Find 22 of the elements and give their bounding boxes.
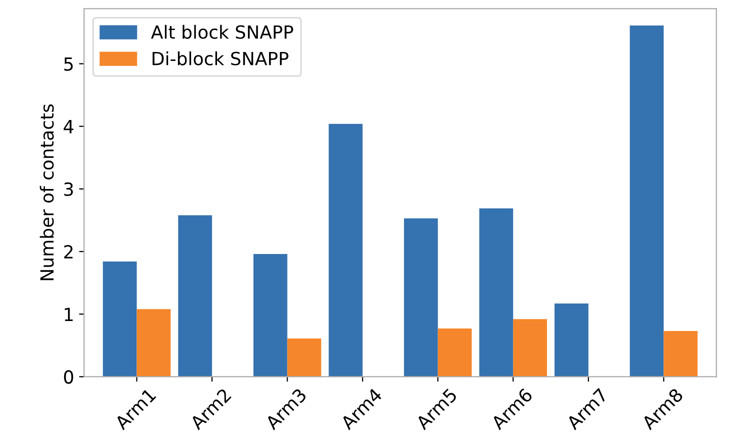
bar: [328, 124, 363, 377]
legend-label: Di-block SNAPP: [152, 51, 288, 66]
bar: [664, 331, 698, 377]
bar: [404, 218, 438, 377]
bar: [630, 26, 664, 377]
bar: [253, 254, 288, 377]
bar: [554, 303, 588, 377]
y-tick-label: 3: [64, 182, 73, 196]
bar: [136, 309, 171, 377]
bar: [438, 328, 472, 377]
y-tick-label: 1: [64, 308, 73, 321]
legend-label: Alt block SNAPP: [151, 24, 294, 39]
bar: [178, 215, 212, 377]
y-tick-label: 4: [64, 120, 74, 134]
bar: [479, 208, 514, 377]
bar: [102, 262, 137, 377]
y-axis-title: Number of contacts: [40, 104, 54, 280]
y-tick-label: 5: [64, 57, 73, 71]
y-tick-label: 0: [64, 370, 74, 384]
bar: [513, 319, 548, 377]
bar: [287, 338, 322, 377]
y-tick-label: 2: [64, 244, 73, 258]
